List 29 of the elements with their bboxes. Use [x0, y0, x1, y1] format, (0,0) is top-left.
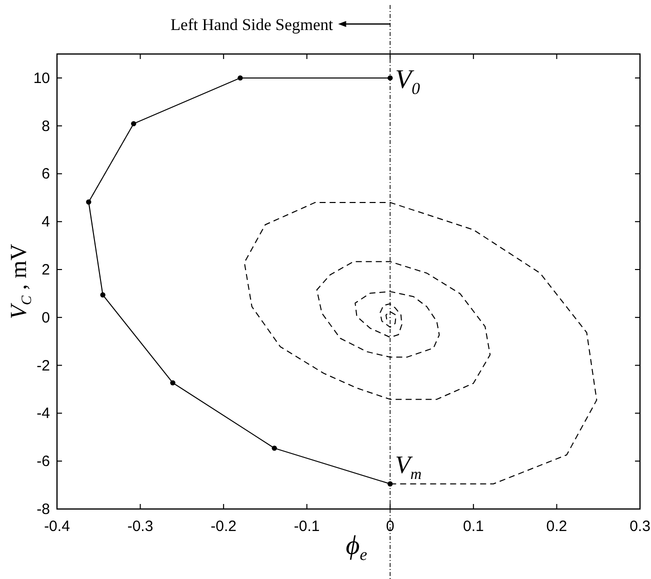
y-tick-label: -6 [36, 453, 50, 470]
y-tick-label: 6 [42, 166, 50, 183]
y-tick-label: -4 [36, 405, 50, 422]
x-tick-label: 0 [386, 518, 394, 535]
x-tick-label: 0.3 [630, 518, 650, 535]
annotation: V$_{0}$ [395, 64, 421, 98]
y-tick-label: 2 [42, 262, 50, 279]
y-tick-label: 8 [42, 118, 50, 135]
y-tick-label: -2 [36, 357, 50, 374]
y-tick-label: -8 [36, 501, 50, 518]
x-axis-title: ϕ$_{e}$ [346, 530, 368, 564]
point [100, 292, 106, 298]
point [131, 121, 136, 126]
x-tick-label: -0.2 [210, 518, 236, 535]
point [272, 446, 277, 451]
y-tick-label: 4 [42, 214, 50, 231]
x-tick-label: 0.2 [546, 518, 568, 535]
x-tick-label: -0.1 [294, 518, 320, 535]
y-tick-label: 10 [33, 70, 50, 87]
y-tick-label: 0 [42, 309, 50, 326]
point [170, 380, 176, 386]
x-tick-label: 0.1 [463, 518, 484, 535]
annotation: V$_{m}$ [395, 452, 422, 482]
point [388, 75, 393, 81]
point [86, 199, 92, 205]
point [238, 75, 243, 81]
x-tick-label: -0.4 [44, 518, 70, 535]
ref-line-label: Left Hand Side Segment [170, 15, 334, 34]
x-tick-label: -0.3 [127, 518, 154, 535]
